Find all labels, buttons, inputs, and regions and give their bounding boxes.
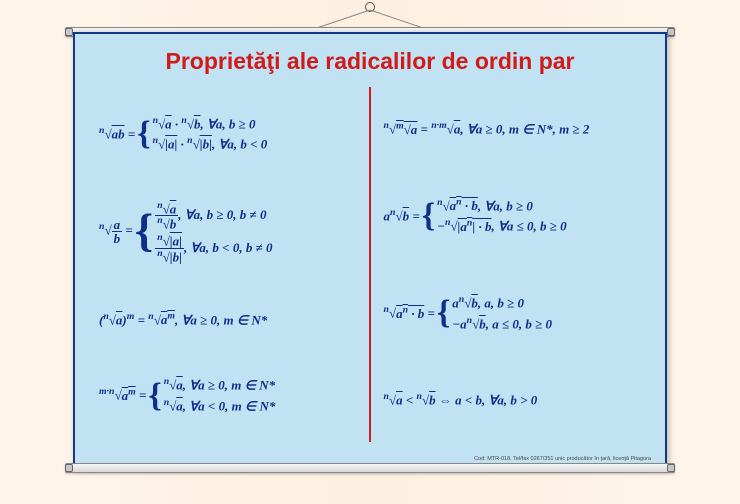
formula-l3: (n√a)m = n√am, ∀a ≥ 0, m ∈ N*: [99, 311, 359, 329]
formula-l2: n√ab = { n√an√b , ∀a, b ≥ 0, b ≠ 0 n√|a|…: [99, 201, 359, 263]
left-column: n√ab = { n√a · n√b, ∀a, b ≥ 0 n√|a| · n√…: [93, 87, 369, 442]
formula-r1: n√m√a = n·m√a, ∀a ≥ 0, m ∈ N*, m ≥ 2: [383, 120, 641, 138]
formula-r3: n√an · b = { an√b, a, b ≥ 0 −an√b, a ≤ 0…: [383, 294, 641, 332]
right-column: n√m√a = n·m√a, ∀a ≥ 0, m ∈ N*, m ≥ 2 an√…: [371, 87, 647, 442]
footer-text: Cod: MTR-018. Tel/fax 0267/351 unic prod…: [474, 456, 651, 462]
bottom-rail: [65, 463, 675, 473]
poster: Proprietăţi ale radicalilor de ordin par…: [73, 32, 667, 468]
formula-r4: n√a < n√b ⇔ a < b, ∀a, b > 0: [383, 391, 641, 409]
formula-r2: an√b = { n√an · b, ∀a, b ≥ 0 −n√|an| · b…: [383, 197, 641, 235]
formula-l4: m·n√am = { n√a, ∀a ≥ 0, m ∈ N* n√a, ∀a <…: [99, 376, 359, 414]
formula-l1: n√ab = { n√a · n√b, ∀a, b ≥ 0 n√|a| · n√…: [99, 115, 359, 153]
formula-columns: n√ab = { n√a · n√b, ∀a, b ≥ 0 n√|a| · n√…: [93, 87, 647, 442]
poster-title: Proprietăţi ale radicalilor de ordin par: [93, 48, 647, 75]
poster-container: Proprietăţi ale radicalilor de ordin par…: [73, 32, 667, 468]
